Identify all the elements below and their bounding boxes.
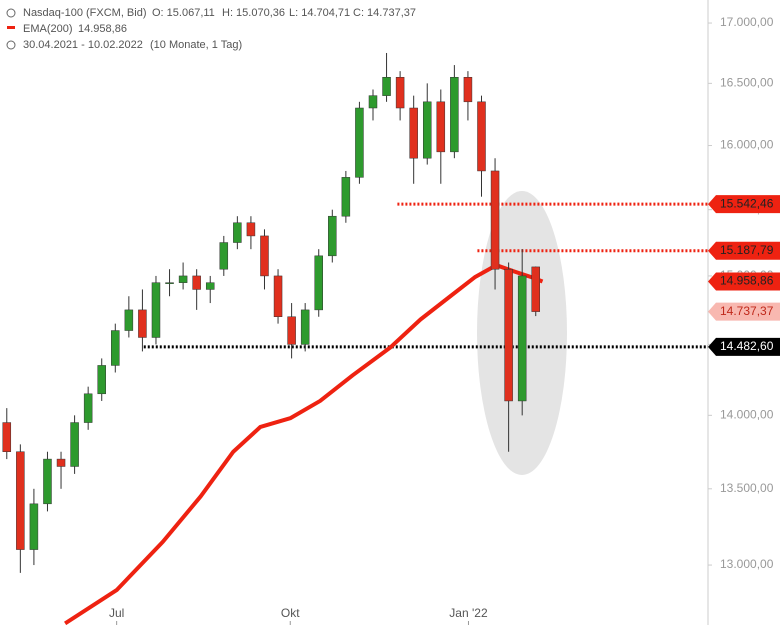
candle-body	[273, 275, 283, 317]
candle-body	[205, 282, 215, 290]
level-label: 15.542,46	[720, 196, 774, 210]
ema-name: EMA(200)	[23, 23, 73, 35]
candle-body	[83, 393, 93, 423]
candle-body	[43, 458, 52, 505]
candle-body	[368, 95, 378, 109]
low-value: L: 14.704,71	[289, 7, 350, 19]
candle-body	[29, 503, 39, 550]
candle-body	[97, 365, 106, 395]
candle-body	[477, 101, 486, 172]
level-label: 15.187,79	[720, 243, 774, 257]
candle-body	[287, 316, 296, 345]
x-tick-label: Okt	[281, 606, 300, 620]
candle-body	[219, 242, 229, 270]
level-label-bg	[708, 195, 780, 214]
period: 30.04.2021 - 10.02.2022	[23, 39, 143, 51]
candle-body	[138, 309, 147, 338]
ema-line	[64, 263, 544, 625]
candle-body	[422, 101, 432, 159]
candle-body	[233, 222, 242, 243]
candle-body	[260, 235, 269, 277]
icon	[6, 40, 16, 50]
candle-body	[178, 275, 188, 283]
ema-tag: 14.958,86	[720, 274, 774, 288]
candle-body	[124, 309, 134, 331]
candle-body	[531, 266, 540, 312]
icon	[6, 8, 16, 18]
candle-body	[490, 170, 500, 270]
candle-body	[517, 275, 527, 402]
candle-body	[16, 451, 25, 550]
y-tick-label: 13.500,00	[720, 481, 774, 495]
candle-body	[382, 76, 391, 96]
level-label: 14.482,60	[720, 339, 774, 353]
y-tick-label: 14.000,00	[720, 407, 774, 421]
x-tick-label: Jul	[109, 606, 124, 620]
candle-body	[463, 76, 473, 103]
header: Nasdaq-100 (FXCM, Bid) O: 15.067,11 H: 1…	[6, 7, 416, 51]
y-tick-label: 13.000,00	[720, 557, 774, 571]
candle-body	[328, 215, 337, 257]
close-tag-bg	[708, 302, 780, 321]
candle-body	[56, 458, 66, 467]
y-tick-label: 16.000,00	[720, 138, 774, 152]
candle-body	[300, 309, 310, 345]
candle-body	[450, 76, 459, 153]
level-label-bg	[708, 241, 780, 260]
candle-body	[409, 107, 418, 159]
ema-value: 14.958,86	[78, 23, 127, 35]
open-value: O: 15.067,11	[152, 7, 215, 19]
candle-body	[395, 76, 405, 109]
ema-tag-bg	[708, 272, 780, 291]
candle-body	[436, 101, 446, 153]
candle-body	[504, 268, 513, 402]
y-tick-label: 16.500,00	[720, 76, 774, 90]
candle-body	[314, 255, 323, 311]
instrument: Nasdaq-100 (FXCM, Bid)	[23, 7, 147, 19]
candle-body	[192, 275, 201, 290]
span: (10 Monate, 1 Tag)	[150, 39, 242, 51]
candle-body	[2, 422, 12, 452]
candle-body	[341, 177, 351, 217]
candle-body	[355, 107, 364, 178]
high-value: H: 15.070,36	[222, 7, 285, 19]
y-tick-label: 17.000,00	[720, 15, 774, 29]
candle-body	[70, 422, 79, 467]
candle-body	[246, 222, 256, 237]
x-tick-label: Jan '22	[449, 606, 488, 620]
candle-body	[111, 330, 120, 366]
level-label-bg	[708, 337, 780, 356]
candle-body	[151, 282, 161, 338]
close-tag: 14.737,37	[720, 304, 774, 318]
close-value: C: 14.737,37	[353, 7, 416, 19]
ema-swatch	[7, 26, 15, 29]
candle-body	[165, 282, 174, 284]
